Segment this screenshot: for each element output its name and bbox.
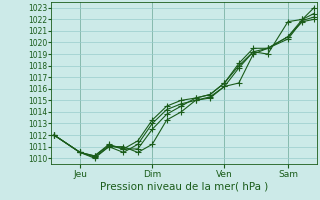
X-axis label: Pression niveau de la mer( hPa ): Pression niveau de la mer( hPa ) [100, 181, 268, 191]
